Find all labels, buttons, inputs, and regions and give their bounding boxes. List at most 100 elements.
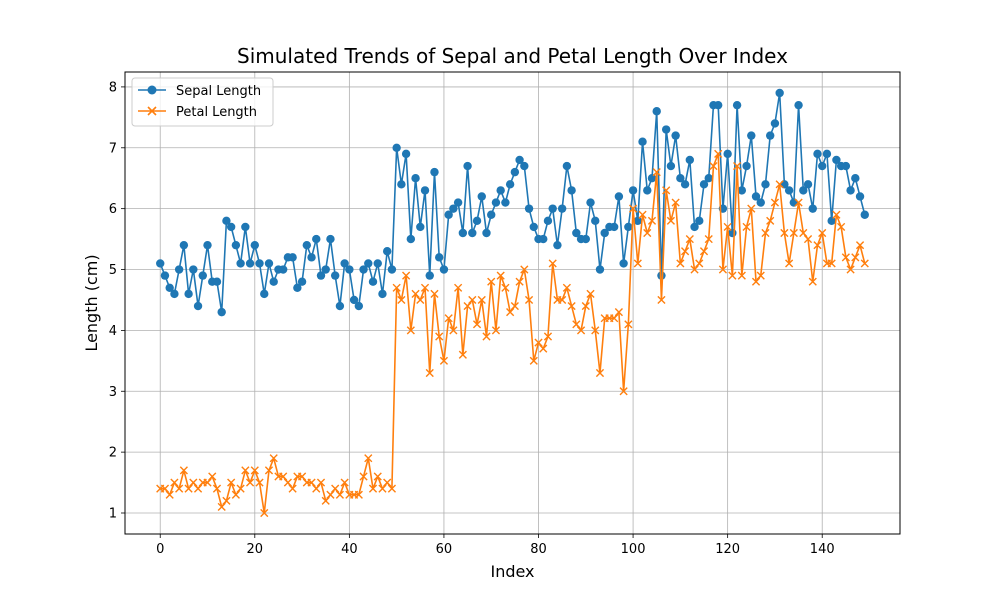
data-point — [364, 454, 373, 463]
data-point — [278, 265, 288, 274]
data-point — [359, 265, 368, 274]
data-point — [676, 259, 685, 268]
data-point — [732, 100, 742, 110]
data-point — [506, 308, 515, 317]
data-point — [619, 387, 628, 396]
data-point — [822, 149, 832, 159]
data-point — [643, 228, 652, 238]
data-point — [487, 277, 496, 286]
data-point — [704, 234, 713, 244]
data-point — [193, 301, 203, 311]
data-point — [799, 228, 808, 238]
data-point — [165, 283, 174, 292]
data-point — [402, 271, 411, 280]
data-point — [562, 161, 572, 171]
data-point — [288, 484, 297, 493]
data-point — [326, 234, 335, 244]
data-point — [316, 271, 326, 280]
data-point — [803, 234, 813, 244]
data-point — [671, 198, 680, 207]
data-point — [378, 289, 387, 299]
data-point — [472, 320, 482, 329]
data-point — [633, 216, 643, 226]
x-tick-label: 40 — [341, 542, 358, 557]
data-point — [652, 107, 661, 116]
data-point — [775, 88, 784, 98]
y-tick-label: 4 — [109, 324, 117, 339]
data-point — [614, 192, 624, 201]
y-tick-label: 8 — [109, 80, 117, 95]
data-point — [411, 174, 420, 183]
data-point — [217, 502, 226, 512]
x-tick-label: 0 — [156, 542, 164, 557]
data-point — [657, 271, 666, 280]
data-point — [742, 161, 751, 171]
data-point — [756, 271, 765, 280]
data-point — [685, 234, 694, 244]
data-point — [411, 289, 420, 298]
data-point — [766, 216, 775, 225]
y-tick-label: 6 — [109, 202, 117, 217]
data-point — [184, 484, 193, 493]
data-point — [401, 149, 411, 159]
data-point — [666, 161, 676, 171]
data-point — [794, 198, 803, 207]
data-point — [548, 259, 557, 268]
data-point — [203, 478, 212, 487]
data-point — [468, 295, 477, 305]
data-point — [175, 484, 184, 493]
data-point — [387, 484, 397, 493]
data-point — [496, 186, 505, 195]
data-point — [226, 222, 236, 232]
data-point — [832, 210, 841, 219]
data-point — [586, 289, 595, 298]
data-point — [567, 301, 576, 311]
data-point — [269, 454, 278, 463]
data-point — [501, 198, 510, 207]
data-point — [444, 314, 453, 323]
data-point — [638, 137, 647, 146]
data-point — [855, 192, 865, 201]
data-point — [643, 186, 652, 195]
data-point — [813, 241, 822, 250]
data-point — [416, 222, 425, 232]
data-point — [307, 253, 316, 262]
data-point — [841, 161, 851, 171]
data-point — [529, 222, 538, 232]
data-point — [751, 192, 761, 201]
legend-label-petal: Petal Length — [176, 105, 257, 120]
data-point — [709, 161, 718, 171]
data-point — [227, 478, 236, 487]
data-point — [718, 265, 728, 274]
data-point — [567, 186, 576, 195]
data-point — [756, 198, 765, 207]
y-tick-label: 1 — [109, 507, 117, 522]
data-point — [851, 174, 860, 183]
data-point — [723, 222, 732, 232]
data-point — [458, 350, 467, 359]
data-point — [193, 484, 203, 493]
data-point — [728, 228, 737, 238]
data-point — [340, 478, 349, 487]
data-point — [487, 210, 496, 219]
data-point — [397, 295, 406, 305]
data-point — [312, 234, 321, 244]
data-point — [553, 240, 562, 250]
data-point — [680, 180, 690, 189]
data-point — [619, 259, 628, 268]
data-point — [297, 472, 307, 481]
data-point — [316, 478, 326, 487]
data-point — [463, 161, 472, 171]
data-point — [382, 247, 392, 256]
data-point — [846, 265, 855, 274]
data-point — [260, 289, 269, 299]
data-point — [241, 466, 250, 475]
data-point — [742, 222, 751, 232]
data-point — [785, 259, 794, 268]
data-point — [335, 490, 345, 499]
data-point — [813, 149, 822, 159]
data-point — [695, 216, 704, 226]
data-point — [264, 466, 274, 475]
data-point — [170, 289, 179, 299]
data-point — [245, 259, 255, 268]
